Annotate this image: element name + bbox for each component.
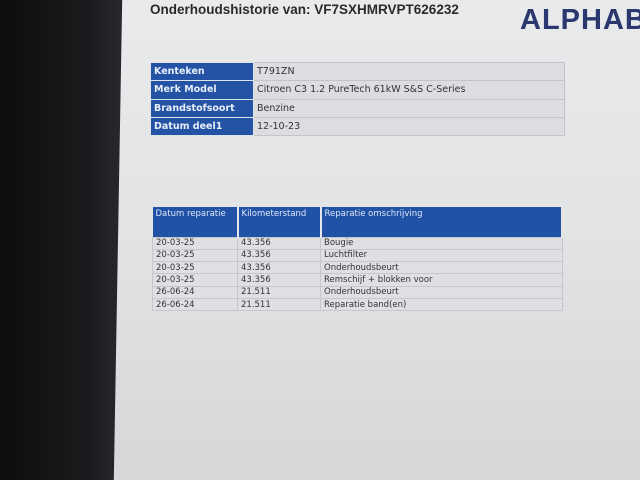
vehicle-info-table: Kenteken T791ZN Merk Model Citroen C3 1.2 P…: [150, 61, 565, 137]
page-title: Onderhoudshistorie van: VF7SXHMRVPT62623…: [150, 2, 459, 17]
table-row: 26-06-24 21.511 Reparatie band(en): [152, 297, 563, 312]
field-label: Datum deel1: [150, 116, 254, 137]
vehicle-info-row: Datum deel1 12-10-23: [150, 116, 565, 137]
table-cell: Luchtfilter: [320, 248, 563, 263]
vehicle-info-row: Brandstofsoort Benzine: [150, 98, 565, 118]
table-cell: 26-06-24: [152, 285, 238, 299]
table-cell: 26-06-24: [152, 297, 238, 312]
table-cell: 43.356: [237, 236, 321, 250]
column-header: Datum reparatie: [152, 207, 239, 237]
table-row: 20-03-25 43.356 Onderhoudsbeurt: [152, 261, 563, 275]
table-row: 20-03-25 43.356 Luchtfilter: [152, 248, 563, 263]
table-cell: 20-03-25: [152, 236, 238, 250]
field-value: T791ZN: [253, 61, 565, 82]
repair-history-table: Datum reparatie Kilometerstand Reparatie o…: [152, 207, 563, 312]
column-header: Kilometerstand: [237, 207, 322, 237]
table-cell: 21.511: [237, 285, 321, 299]
table-cell: 43.356: [237, 248, 321, 263]
field-label: Kenteken: [150, 61, 254, 82]
monitor-bezel: [0, 0, 125, 480]
field-value: Citroen C3 1.2 PureTech 61kW S&S C-Serie…: [253, 80, 565, 100]
table-cell: 43.356: [237, 261, 321, 275]
table-cell: Remschijf + blokken voor: [320, 273, 563, 287]
table-cell: 43.356: [237, 273, 321, 287]
vehicle-info-row: Merk Model Citroen C3 1.2 PureTech 61kW S…: [150, 80, 565, 100]
field-label: Merk Model: [150, 80, 254, 100]
field-label: Brandstofsoort: [150, 98, 254, 118]
table-cell: Onderhoudsbeurt: [320, 285, 563, 299]
table-row: 26-06-24 21.511 Onderhoudsbeurt: [152, 285, 563, 299]
table-cell: 20-03-25: [152, 273, 238, 287]
table-cell: Bougie: [320, 236, 563, 250]
brand-logo: ALPHAB: [520, 4, 640, 36]
table-row: 20-03-25 43.356 Remschijf + blokken voor: [152, 273, 563, 287]
table-cell: 20-03-25: [152, 261, 238, 275]
table-row: 20-03-25 43.356 Bougie: [152, 236, 563, 250]
field-value: 12-10-23: [253, 116, 565, 137]
table-cell: 20-03-25: [152, 248, 238, 263]
field-value: Benzine: [253, 98, 565, 118]
vehicle-info-row: Kenteken T791ZN: [150, 61, 565, 82]
table-cell: Reparatie band(en): [320, 297, 563, 312]
table-cell: 21.511: [237, 297, 321, 312]
column-header: Reparatie omschrijving: [320, 207, 563, 237]
table-cell: Onderhoudsbeurt: [320, 261, 563, 275]
